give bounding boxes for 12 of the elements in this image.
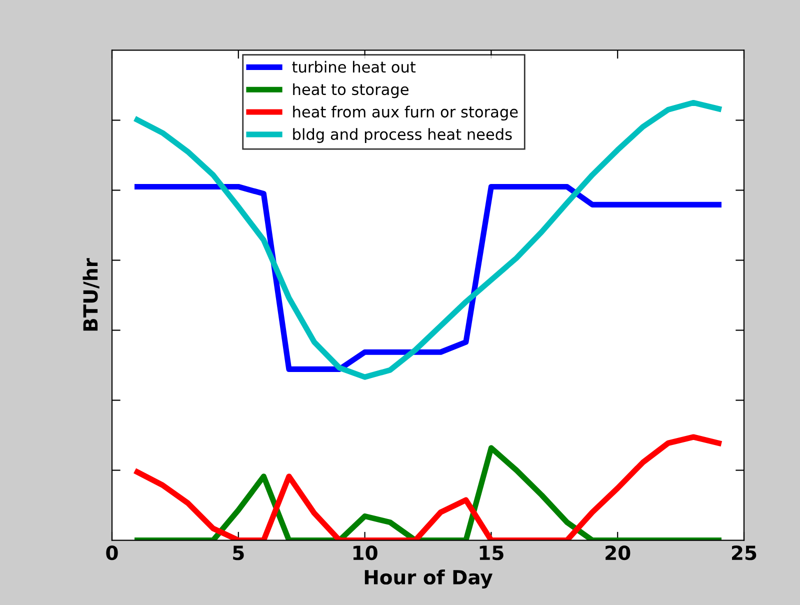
legend-label: heat to storage — [293, 83, 408, 98]
x-tick-label: 15 — [480, 546, 504, 560]
x-tick-label: 10 — [353, 545, 378, 560]
x-tick-label: 20 — [606, 545, 630, 560]
x-axis-title: Hour of Day — [364, 570, 493, 588]
x-tick-label: 5 — [233, 546, 244, 560]
legend-label: bldg and process heat needs — [293, 128, 512, 143]
legend-label: turbine heat out — [292, 60, 416, 73]
legend-label: heat from aux furn or storage — [293, 106, 518, 121]
x-tick-label: 0 — [106, 545, 118, 560]
y-axis-title: BTU/hr — [82, 258, 100, 331]
x-tick-label: 25 — [732, 545, 756, 560]
